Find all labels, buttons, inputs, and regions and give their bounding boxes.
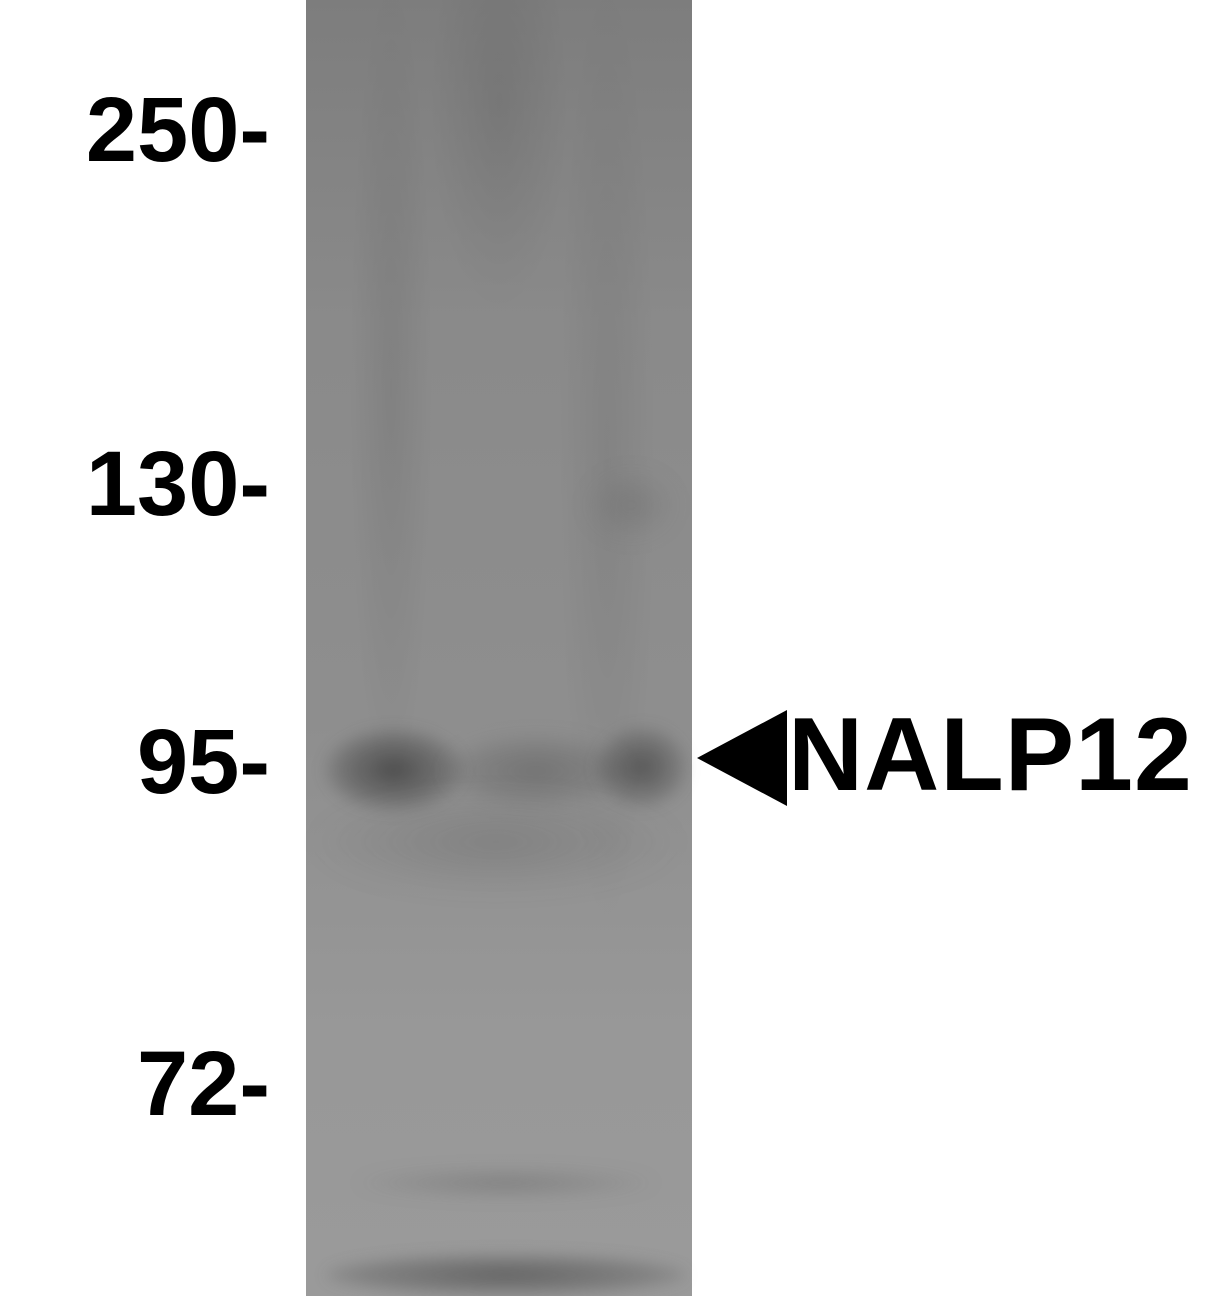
blot-figure: 250- 130- 95- 72- NALP12 (0, 0, 1209, 1296)
marker-250-value: 250 (86, 79, 240, 181)
marker-95: 95- (0, 710, 270, 815)
nalp12-band (306, 722, 692, 818)
marker-72-value: 72 (137, 1033, 239, 1135)
arrowhead-icon (697, 710, 787, 806)
lane-texture (306, 0, 692, 1296)
nalp12-label-text: NALP12 (788, 697, 1193, 813)
marker-dash: - (239, 1033, 270, 1135)
band-halo (316, 792, 676, 892)
smudge-bottom (326, 1254, 686, 1296)
smudge-1 (356, 1168, 656, 1198)
marker-130: 130- (0, 432, 270, 537)
marker-dash: - (239, 711, 270, 813)
marker-130-value: 130 (86, 433, 240, 535)
blot-lane (306, 0, 692, 1296)
marker-dash: - (239, 433, 270, 535)
marker-95-value: 95 (137, 711, 239, 813)
nalp12-label: NALP12 (788, 696, 1193, 815)
marker-dash: - (239, 79, 270, 181)
faint-130 (586, 470, 676, 540)
marker-250: 250- (0, 78, 270, 183)
marker-72: 72- (0, 1032, 270, 1137)
band-spot-right (596, 726, 688, 808)
